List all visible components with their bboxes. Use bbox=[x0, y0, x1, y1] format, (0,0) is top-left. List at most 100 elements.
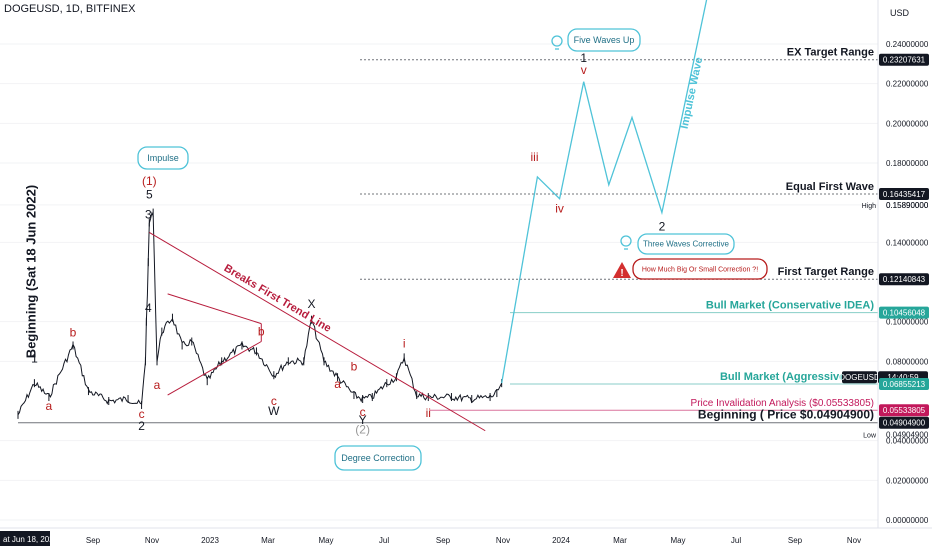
warning-icon bbox=[613, 262, 631, 278]
price-badge-cons bbox=[879, 306, 929, 319]
low-value: 0.04904900 bbox=[886, 431, 929, 440]
high-value: 0.15890000 bbox=[886, 201, 929, 210]
level-label-inval: Price Invalidation Analysis ($0.05533805… bbox=[691, 398, 874, 409]
price-axis-tick: 0.02000000 bbox=[886, 476, 929, 485]
high-label: High bbox=[862, 203, 877, 210]
level-label-aggr: Bull Market (Aggressive Idea) bbox=[720, 371, 874, 383]
callout-degree: Degree Correction bbox=[334, 445, 422, 471]
wave-label: c bbox=[360, 405, 366, 419]
wave-label: b bbox=[70, 326, 77, 340]
time-axis-tick: Mar bbox=[261, 536, 275, 545]
time-axis-tick: Nov bbox=[847, 536, 861, 545]
callout-correction_q: How Much Big Or Small Correction ?!! bbox=[613, 258, 768, 280]
time-axis-tick: Nov bbox=[145, 536, 159, 545]
price-badge-text-inval: 0.05533805 bbox=[883, 406, 926, 415]
price-axis-tick: 0.15890000 bbox=[886, 201, 929, 210]
time-axis: Sep Nov 2023 Mar May Jul Sep Nov 2024 Mar May Jul Se… bbox=[0, 527, 932, 550]
wave-label: X bbox=[307, 297, 315, 311]
callout-box-correction_q bbox=[632, 258, 768, 280]
grid-layer bbox=[0, 43, 878, 521]
price-axis: 0.24000000 0.22000000 0.20000000 0.18000000… bbox=[839, 0, 932, 550]
wave-label: 2 bbox=[138, 419, 145, 433]
warning-icon-mark: ! bbox=[620, 268, 623, 279]
wave-label: v bbox=[581, 63, 587, 77]
first-date-label: at Jun 18, 2022 bbox=[3, 535, 59, 544]
low-label: Low bbox=[863, 433, 877, 440]
price-axis-tick: 0.18000000 bbox=[886, 159, 929, 168]
level-label-begin: Beginning ( Price $0.04904900) bbox=[698, 408, 874, 422]
wave-label: iv bbox=[555, 202, 564, 216]
level-lines-layer: EX Target Range Equal First Wave First Tar… bbox=[18, 47, 878, 424]
callout-box-three_waves bbox=[637, 233, 735, 255]
trend-lines-layer: Breaks First Trend Line bbox=[149, 231, 486, 432]
price-series-DOGEUSD bbox=[17, 211, 503, 416]
wave-label: ii bbox=[426, 406, 431, 420]
time-axis-tick: Sep bbox=[436, 536, 451, 545]
time-axis-tick: Jul bbox=[731, 536, 741, 545]
wave-label: c bbox=[139, 407, 145, 421]
price-badge-first bbox=[879, 273, 929, 286]
level-label-cons: Bull Market (Conservative IDEA) bbox=[706, 300, 874, 312]
level-label-first: First Target Range bbox=[778, 266, 874, 278]
wave-label: a bbox=[46, 399, 53, 413]
level-label-ex: EX Target Range bbox=[787, 47, 874, 59]
wave-label: a bbox=[334, 377, 341, 391]
price-axis-tick: 0.20000000 bbox=[886, 119, 929, 128]
time-axis-tick: Mar bbox=[613, 536, 627, 545]
wave-label: i bbox=[403, 336, 406, 350]
wave-label: iii bbox=[530, 150, 538, 164]
wave-label: 4 bbox=[145, 301, 152, 315]
callout-five_waves: Five Waves Up bbox=[551, 28, 641, 52]
wave-label: Y bbox=[359, 413, 367, 427]
price-badge-text-time: 14:40:59 bbox=[887, 373, 919, 382]
wave-label: c bbox=[271, 394, 277, 408]
wave-label: b bbox=[351, 359, 358, 373]
symbol-header[interactable]: DOGEUSD, 1D, BITFINEX bbox=[4, 3, 136, 15]
price-badge-begin bbox=[879, 416, 929, 429]
price-badge-text-first: 0.12140843 bbox=[883, 275, 926, 284]
impulse-wave-label: Impulse Wave bbox=[679, 56, 706, 130]
time-axis-tick: Nov bbox=[496, 536, 510, 545]
wave-label: a bbox=[154, 378, 161, 392]
lightbulb-icon bbox=[551, 35, 563, 47]
price-badge-text-ex: 0.23207631 bbox=[883, 56, 926, 65]
wave-label: 5 bbox=[146, 188, 153, 202]
time-axis-tick: May bbox=[318, 536, 333, 545]
callout-text-degree: Degree Correction bbox=[341, 453, 415, 463]
time-axis-tick: 2023 bbox=[201, 536, 219, 545]
price-badge-inval bbox=[879, 404, 929, 417]
price-badge-aggr bbox=[879, 378, 929, 391]
price-layer bbox=[17, 208, 503, 419]
callout-box-impulse bbox=[137, 146, 189, 170]
wave-label: 3 bbox=[145, 208, 152, 222]
price-badge-ex bbox=[879, 53, 929, 66]
price-axis-tick: 0.10000000 bbox=[886, 318, 929, 327]
first-date-badge bbox=[0, 531, 50, 546]
time-axis-tick: 2024 bbox=[552, 536, 570, 545]
price-badge-equal bbox=[879, 188, 929, 201]
price-badge-text-begin: 0.04904900 bbox=[883, 419, 926, 428]
currency-label[interactable]: USD bbox=[890, 8, 910, 18]
callout-impulse: Impulse bbox=[137, 146, 189, 170]
callout-box-five_waves bbox=[567, 28, 641, 52]
wave-label: W bbox=[268, 404, 280, 418]
callouts-layer: Impulse Five Waves Up Three Waves Correcti… bbox=[137, 28, 768, 471]
price-axis-tick: 0.24000000 bbox=[886, 40, 929, 49]
callout-text-three_waves: Three Waves Corrective bbox=[643, 240, 730, 249]
time-axis-tick: Jul bbox=[379, 536, 389, 545]
lightbulb-icon bbox=[620, 235, 632, 247]
time-axis-background bbox=[0, 528, 932, 550]
price-badge-text-aggr: 0.06855213 bbox=[883, 380, 926, 389]
wave-label: b bbox=[258, 325, 265, 339]
beginning-side-label: Beginning (Sat 18 Jun 2022) bbox=[23, 184, 39, 359]
price-axis-tick: 0.00000000 bbox=[886, 516, 929, 525]
price-axis-tick: 0.08000000 bbox=[886, 357, 929, 366]
callout-text-impulse: Impulse bbox=[147, 153, 179, 163]
wave-label: (1) bbox=[142, 174, 157, 188]
trend-line-triangle-lower bbox=[167, 341, 262, 396]
callout-text-five_waves: Five Waves Up bbox=[574, 35, 635, 45]
wave-label: 1 bbox=[580, 51, 587, 65]
